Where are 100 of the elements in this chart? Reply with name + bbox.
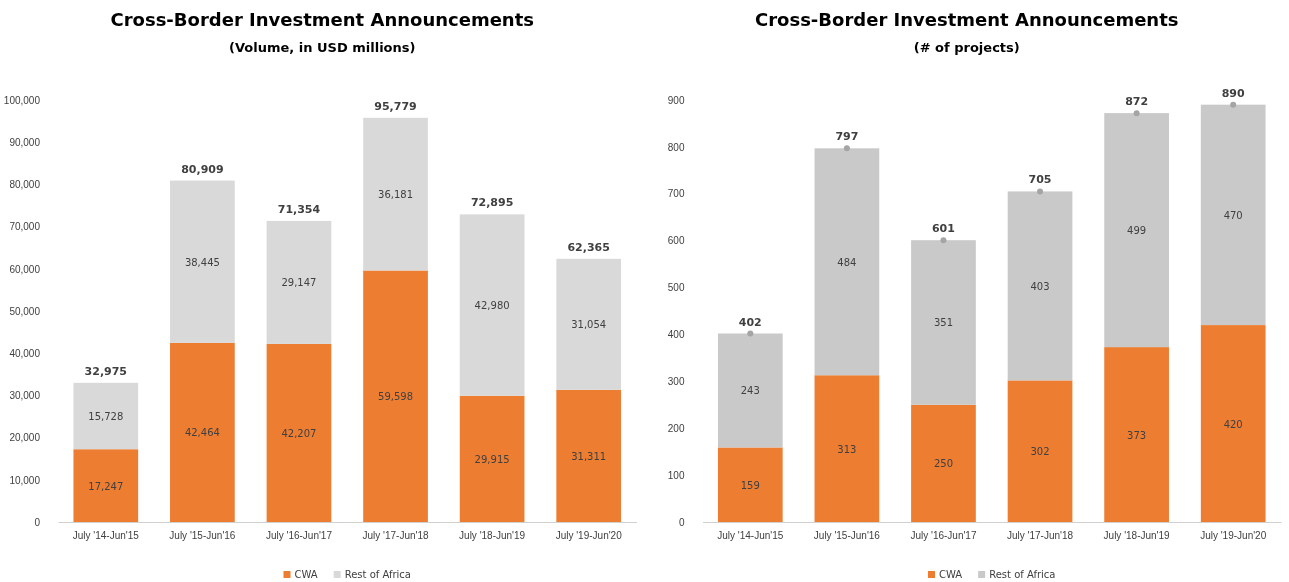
- bar: [73, 449, 139, 522]
- y-tick-label: 200: [667, 422, 685, 434]
- data-label: 373: [1127, 429, 1147, 441]
- bar: [1007, 191, 1073, 381]
- bar: [1200, 104, 1266, 326]
- x-tick-label: July '19-Jun'20: [1200, 530, 1267, 542]
- bar: [363, 117, 428, 271]
- bar: [1007, 380, 1073, 522]
- x-tick-label: July '16-Jun'17: [910, 530, 977, 542]
- data-label: 420: [1223, 418, 1243, 430]
- bar: [73, 382, 139, 450]
- data-label: 484: [837, 256, 857, 268]
- legend-label: Rest of Africa: [344, 569, 411, 580]
- data-label: 31,311: [571, 450, 607, 462]
- x-tick-label: July '18-Jun'19: [1103, 530, 1171, 542]
- data-label: 351: [933, 317, 954, 329]
- data-label: 17,247: [88, 480, 124, 492]
- legend-label: CWA: [294, 569, 318, 580]
- data-label: 499: [1127, 225, 1147, 237]
- data-label: 42,980: [474, 300, 510, 312]
- total-label: 872: [1125, 95, 1149, 109]
- data-label: 38,445: [184, 256, 220, 268]
- x-tick-label: July '17-Jun'18: [362, 530, 430, 542]
- bar: [170, 180, 235, 343]
- bar: [814, 375, 880, 522]
- y-tick-label: 300: [667, 376, 685, 388]
- data-label: 29,915: [474, 453, 510, 465]
- bar: [266, 343, 332, 522]
- point: [1037, 188, 1044, 195]
- total-label: 32,975: [84, 364, 128, 378]
- bar: [717, 333, 783, 448]
- point: [843, 145, 850, 152]
- bar: [1200, 325, 1266, 522]
- legend-label: Rest of Africa: [989, 569, 1056, 580]
- data-label: 470: [1223, 209, 1243, 221]
- data-label: 29,147: [281, 277, 317, 289]
- total-label: 402: [738, 315, 762, 329]
- x-tick-label: July '15-Jun'16: [813, 530, 881, 542]
- total-label: 797: [835, 130, 859, 144]
- y-tick-label: 60,000: [9, 263, 41, 275]
- total-label: 72,895: [470, 196, 514, 210]
- point: [940, 237, 947, 244]
- y-tick-label: 800: [667, 141, 685, 153]
- data-label: 59,598: [378, 391, 414, 403]
- data-label: 42,207: [281, 427, 317, 439]
- bar: [1104, 347, 1169, 522]
- data-label: 15,728: [88, 411, 124, 423]
- data-label: 302: [1030, 446, 1050, 458]
- data-label: 403: [1030, 280, 1050, 292]
- bar: [911, 404, 976, 522]
- bar: [717, 447, 783, 522]
- chart-title: Cross-Border Investment Announcements: [754, 9, 1179, 30]
- legend-label: CWA: [939, 569, 963, 580]
- y-tick-label: 20,000: [9, 432, 41, 444]
- point: [1133, 110, 1140, 117]
- data-label: 159: [740, 479, 760, 491]
- total-label: 601: [931, 222, 955, 236]
- y-tick-label: 500: [667, 282, 685, 294]
- bar: [459, 395, 525, 522]
- y-tick-label: 0: [34, 516, 41, 528]
- y-tick-label: 100,000: [3, 94, 41, 106]
- x-tick-label: July '14-Jun'15: [717, 530, 784, 542]
- y-tick-label: 90,000: [9, 136, 41, 148]
- y-tick-label: 30,000: [9, 390, 41, 402]
- y-tick-label: 80,000: [9, 179, 41, 191]
- bar: [266, 220, 332, 344]
- data-label: 313: [837, 443, 857, 455]
- y-tick-label: 10,000: [9, 474, 41, 486]
- x-tick-label: July '18-Jun'19: [459, 530, 526, 542]
- y-tick-label: 900: [667, 94, 685, 106]
- total-label: 62,365: [567, 240, 610, 254]
- data-label: 36,181: [378, 189, 414, 201]
- bar: [556, 389, 622, 522]
- x-tick-label: July '14-Jun'15: [72, 530, 140, 542]
- bar: [556, 258, 622, 390]
- y-tick-label: 70,000: [9, 221, 41, 233]
- x-tick-label: July '17-Jun'18: [1006, 530, 1074, 542]
- chart-subtitle: (Volume, in USD millions): [229, 40, 416, 55]
- y-tick-label: 0: [678, 516, 685, 528]
- y-tick-label: 700: [667, 188, 685, 200]
- total-label: 80,909: [181, 162, 224, 176]
- bar: [911, 240, 976, 405]
- y-tick-label: 400: [667, 329, 685, 341]
- bar: [363, 270, 428, 522]
- total-label: 95,779: [374, 99, 417, 113]
- point: [1230, 101, 1237, 108]
- bar: [814, 148, 880, 376]
- total-label: 705: [1028, 173, 1052, 187]
- chart-subtitle: (# of projects): [913, 40, 1020, 55]
- bar: [1104, 113, 1169, 348]
- data-label: 31,054: [571, 319, 607, 331]
- data-label: 243: [740, 385, 760, 397]
- chart-title: Cross-Border Investment Announcements: [110, 9, 535, 30]
- y-tick-label: 100: [667, 469, 685, 481]
- y-tick-label: 600: [667, 235, 685, 247]
- data-label: 42,464: [184, 427, 220, 439]
- bar: [459, 214, 525, 396]
- y-tick-label: 50,000: [9, 305, 41, 317]
- y-tick-label: 40,000: [9, 347, 41, 359]
- x-tick-label: July '19-Jun'20: [555, 530, 623, 542]
